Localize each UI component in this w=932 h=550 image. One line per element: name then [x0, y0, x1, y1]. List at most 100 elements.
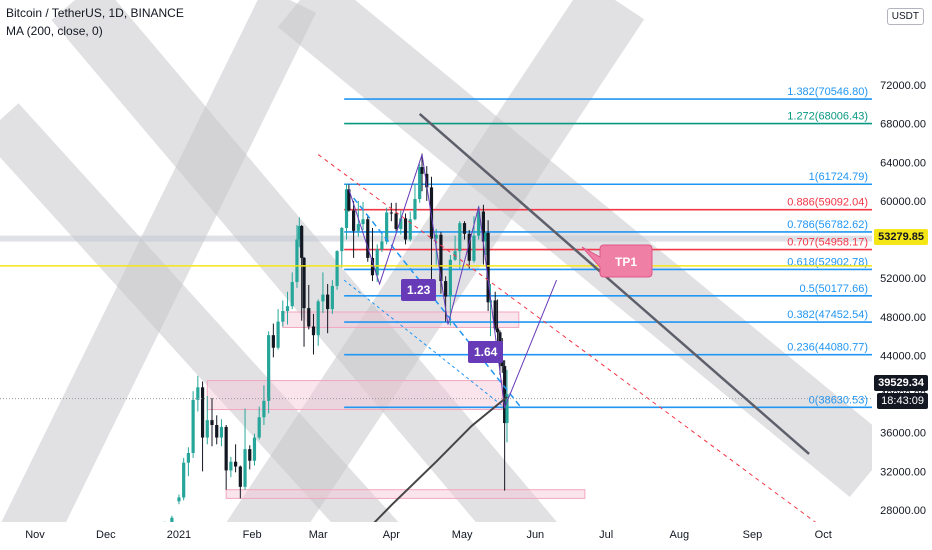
supply-demand-zone-2	[206, 380, 503, 411]
candle-body	[493, 300, 497, 329]
candle-body	[210, 420, 214, 425]
candle-body	[385, 212, 389, 242]
supply-demand-zone-3	[225, 489, 586, 499]
down-channel-band-2	[277, 0, 895, 498]
candle-body	[215, 425, 219, 438]
candle-body	[302, 257, 306, 309]
candle-body	[243, 449, 247, 487]
candle-body	[200, 387, 205, 438]
ma200-line	[348, 396, 508, 550]
candle-body	[321, 294, 325, 302]
candle-body	[271, 335, 275, 348]
price-tick-label: 52000.00	[880, 273, 926, 285]
countdown-tag: 18:43:09	[877, 393, 928, 409]
price-axis-bg	[872, 0, 932, 550]
fib-level-label-0.707: 0.707(54958.17)	[787, 237, 868, 249]
candle-body	[462, 223, 467, 234]
candle-body	[389, 212, 393, 214]
wave-ratio-badge-1[interactable]: 1.23	[401, 279, 437, 301]
candle-body	[399, 218, 403, 229]
fib-level-label-0.786: 0.786(56782.62)	[787, 219, 868, 231]
candle-body	[297, 226, 301, 240]
fib-level-label-1.272: 1.272(68006.43)	[787, 111, 868, 123]
candle-body	[196, 387, 200, 400]
ma-indicator-label[interactable]: MA (200, close, 0)	[6, 24, 103, 38]
overlay-drawings	[0, 113, 872, 550]
time-tick-label: Mar	[309, 529, 328, 541]
fib-level-label-0: 0(38630.53)	[809, 394, 868, 406]
candle-body	[425, 173, 429, 188]
price-tick-label: 60000.00	[880, 196, 926, 208]
time-tick-label: May	[452, 529, 473, 541]
candle-body	[311, 326, 316, 336]
candle-body	[408, 219, 412, 240]
time-tick-label: Dec	[96, 529, 116, 541]
price-axis[interactable]: 28000.0032000.0036000.0040000.0044000.00…	[872, 0, 932, 550]
candle-body	[257, 417, 261, 438]
down-channel-band-1	[51, 0, 564, 550]
tp1-label: TP1	[615, 255, 637, 269]
tp1-callout[interactable]: TP1	[580, 243, 654, 279]
wave-ratio-badge-2[interactable]: 1.64	[468, 341, 504, 363]
candle-body	[335, 251, 339, 286]
fib-level-label-0.236: 0.236(44080.77)	[787, 342, 868, 354]
time-tick-label: Jul	[599, 529, 613, 541]
price-tick-label: 68000.00	[880, 119, 926, 131]
fib-level-label-0.382: 0.382(47452.54)	[787, 309, 868, 321]
candle-body	[361, 219, 365, 225]
candle-body	[352, 210, 356, 231]
candle-body	[252, 437, 257, 461]
candle-body	[458, 223, 462, 252]
candle-body	[434, 234, 438, 239]
background-drawings	[0, 0, 895, 550]
horizontal-level-price-tag: 53279.85	[874, 229, 928, 245]
candle-body	[326, 294, 330, 310]
candle-body	[418, 167, 422, 199]
candle-body	[316, 301, 320, 336]
candle-body	[229, 461, 233, 471]
candle-body	[186, 453, 190, 463]
time-tick-label: Apr	[383, 529, 400, 541]
price-tick-label: 36000.00	[880, 428, 926, 440]
time-axis-bg	[0, 522, 932, 550]
candle-body	[444, 281, 448, 297]
candle-body	[467, 233, 471, 261]
candle-body	[472, 235, 476, 261]
time-tick-label: 2021	[167, 529, 191, 541]
candle-body	[238, 466, 242, 487]
candle-body	[290, 282, 294, 307]
candle-body	[285, 306, 290, 312]
candle-body	[394, 213, 398, 229]
candle-body	[356, 224, 360, 231]
fib-level-label-1.382: 1.382(70546.80)	[787, 86, 868, 98]
fib-level-label-0.618: 0.618(52902.78)	[787, 256, 868, 268]
candle-body	[366, 219, 370, 258]
currency-button[interactable]: USDT	[886, 8, 924, 25]
time-axis[interactable]: Nov Dec 2021 Feb Mar Apr May Jun Jul Aug Sep Oct	[0, 522, 932, 550]
candle-body	[448, 259, 452, 297]
candle-body	[370, 257, 375, 276]
candle-body	[219, 426, 224, 438]
candle-body	[344, 189, 349, 228]
candle-body	[477, 211, 481, 236]
price-tick-label: 64000.00	[880, 157, 926, 169]
harmonic-pattern-path	[348, 154, 558, 410]
candle-body	[505, 394, 509, 424]
candle-body	[276, 321, 280, 348]
candle-body	[484, 232, 488, 242]
price-tick-label: 44000.00	[880, 350, 926, 362]
candles	[150, 153, 509, 550]
price-tick-label: 48000.00	[880, 312, 926, 324]
candle-body	[375, 249, 379, 276]
last-price-tag: 39529.34	[874, 375, 928, 391]
up-channel-band-1	[220, 0, 645, 550]
descending-channel-upper-line	[418, 113, 810, 455]
time-tick-label: Jun	[526, 529, 544, 541]
candle-body	[340, 227, 344, 252]
candle-body	[267, 335, 271, 401]
price-tick-label: 32000.00	[880, 466, 926, 478]
blue-dashed-trendline	[353, 197, 522, 409]
fib-level-label-1: 1(61724.79)	[809, 171, 868, 183]
candle-body	[380, 241, 384, 250]
